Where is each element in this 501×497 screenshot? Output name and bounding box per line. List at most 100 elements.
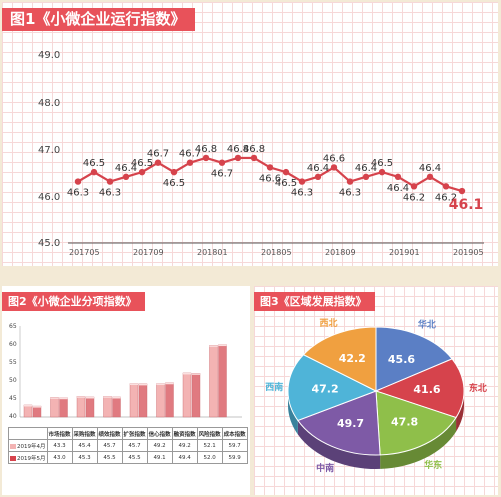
data-label: 46.3 [339, 188, 361, 199]
bar-top [59, 397, 68, 400]
slice-category-label: 西南 [265, 381, 283, 393]
bar-top [209, 345, 218, 347]
bar-top [86, 396, 94, 399]
bar [209, 345, 218, 418]
bar [23, 404, 33, 418]
bar [138, 383, 148, 418]
bar [76, 396, 86, 418]
data-label: 46.5 [371, 158, 393, 169]
data-point [74, 178, 82, 185]
table-cell: 43.0 [46, 451, 73, 464]
bar [85, 396, 95, 418]
slice-value-label: 45.6 [388, 353, 415, 366]
table-header-cell: 风险指数 [196, 427, 223, 440]
data-point [218, 159, 226, 166]
y-tick: 65 [9, 323, 17, 330]
bar [59, 397, 68, 418]
x-tick: 201709 [133, 248, 164, 257]
table-cell: 52.0 [196, 451, 223, 464]
data-label: 46.4 [355, 163, 377, 174]
data-point [186, 159, 194, 166]
data-point [442, 183, 450, 190]
data-label: 46.6 [259, 173, 281, 184]
slice-category-label: 西北 [320, 317, 338, 329]
slice-value-label: 49.7 [337, 417, 364, 430]
data-point [122, 173, 130, 181]
bar [218, 344, 227, 418]
bar [156, 383, 165, 418]
bar-top [33, 406, 41, 408]
data-point [106, 178, 114, 185]
bar-top [139, 383, 147, 386]
bar [129, 383, 139, 418]
bar-top [112, 396, 121, 399]
y-tick: 50 [9, 377, 17, 384]
bar [165, 382, 174, 418]
bar-top [165, 382, 174, 385]
data-label: 46.4 [387, 183, 409, 194]
data-label: 46.4 [419, 163, 441, 174]
y-tick: 45 [9, 395, 17, 402]
data-point [282, 168, 290, 176]
table-cell: 49.4 [171, 451, 198, 464]
slice-value-label: 41.6 [413, 383, 440, 396]
data-label: 46.5 [275, 178, 297, 189]
table-cell: 43.3 [46, 439, 73, 452]
table-cell: 59.7 [221, 439, 248, 452]
data-label: 46.6 [323, 153, 345, 164]
table-cell: 59.9 [221, 451, 248, 464]
bar [112, 396, 121, 418]
data-label: 46.5 [131, 158, 153, 169]
table-cell: 45.7 [96, 439, 123, 452]
bar-top [183, 372, 191, 375]
data-point [410, 183, 418, 190]
x-tick: 201905 [453, 248, 484, 257]
bar-top [156, 383, 165, 386]
chart3-title: 图3《区域发展指数》 [254, 292, 375, 311]
bar-top [218, 344, 227, 347]
table-row-label: 2019年4月 [8, 439, 48, 452]
table-cell: 45.5 [121, 451, 148, 464]
chart3-panel: 图3《区域发展指数》 45.6 41.6 47.8 49.7 47.2 42.2 华北 东北… [254, 286, 498, 495]
data-point [250, 154, 258, 162]
data-label: 46.5 [83, 158, 105, 169]
data-label: 46.7 [179, 149, 201, 160]
bar-top [50, 397, 59, 399]
x-tick: 201901 [389, 248, 420, 257]
table-cell: 49.2 [171, 439, 198, 452]
y-tick: 48.0 [38, 98, 61, 109]
chart2-data-table: 市场指数 采购指数 绩效指数 扩张指数 信心指数 融资指数 风险指数 成本指数 … [8, 427, 248, 464]
legend-swatch-apr [10, 443, 16, 449]
pie-slice [297, 390, 381, 456]
table-row: 2019年4月 43.3 45.4 45.7 45.7 49.2 49.2 52… [8, 439, 248, 452]
table-header-cell: 扩张指数 [121, 427, 148, 440]
slice-category-label: 东北 [469, 382, 487, 394]
data-label: 46.3 [99, 188, 121, 199]
pie-slice [302, 326, 377, 392]
data-point [458, 187, 466, 195]
line-segment [333, 166, 351, 183]
data-label: 46.3 [67, 188, 89, 199]
data-point [298, 178, 306, 185]
table-cell: 49.1 [146, 451, 173, 464]
data-point [154, 159, 162, 166]
data-label: 46.8 [227, 144, 249, 155]
table-header-row: 市场指数 采购指数 绩效指数 扩张指数 信心指数 融资指数 风险指数 成本指数 [8, 427, 248, 440]
table-cell: 52.1 [196, 439, 223, 452]
y-tick: 55 [9, 359, 17, 366]
bar [191, 373, 201, 418]
table-header-cell: 采购指数 [71, 427, 98, 440]
data-label: 46.7 [211, 169, 233, 180]
table-corner-cell [8, 427, 48, 440]
table-header-cell: 绩效指数 [96, 427, 123, 440]
table-header-cell: 市场指数 [46, 427, 73, 440]
table-cell: 45.5 [96, 451, 123, 464]
table-header-cell: 融资指数 [171, 427, 198, 440]
data-label: 46.5 [163, 178, 185, 189]
bar [182, 372, 192, 418]
data-label: 46.2 [403, 192, 425, 203]
data-label: 46.8 [243, 144, 265, 155]
legend-swatch-may [10, 455, 16, 461]
y-tick: 45.0 [38, 238, 61, 249]
